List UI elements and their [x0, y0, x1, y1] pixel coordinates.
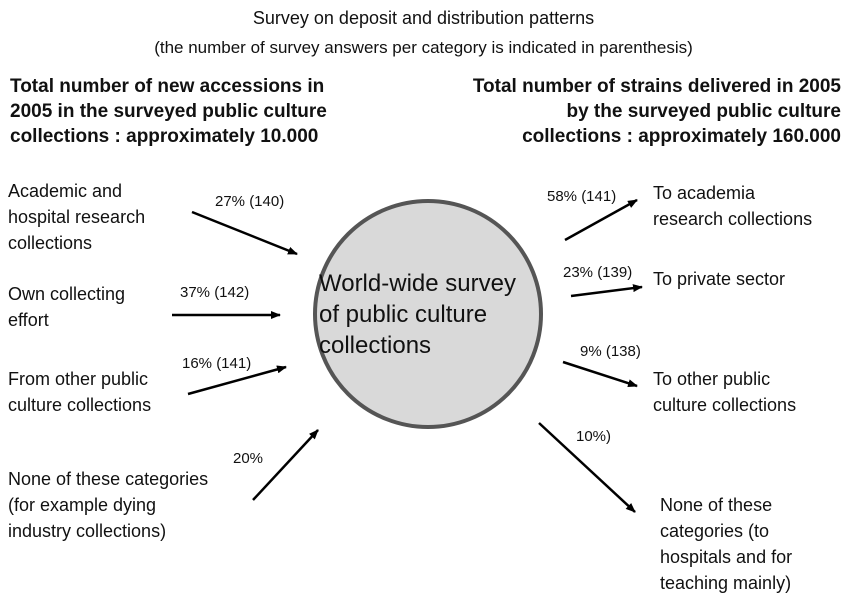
- outflow-label-academia: To academia research collections: [653, 180, 812, 232]
- survey-circle: [313, 199, 543, 429]
- inflow-label-own: Own collecting effort: [8, 281, 125, 333]
- right-heading-line: by the surveyed public culture: [566, 101, 841, 122]
- inflow-value-academic: 27% (140): [215, 193, 285, 210]
- outflow-arrow-academia: [564, 198, 638, 242]
- label-line: To other public: [653, 369, 771, 389]
- outflow-value-academia: 58% (141): [547, 188, 617, 205]
- right-heading-line: collections : approximately 160.000: [522, 126, 841, 147]
- center-label-line: collections: [319, 332, 432, 359]
- inflow-value-own: 37% (142): [180, 284, 250, 301]
- label-line: (for example dying: [8, 495, 157, 515]
- left-heading-line: Total number of new accessions in: [10, 76, 325, 97]
- label-line: teaching mainly): [660, 573, 792, 593]
- inflow-value-public: 16% (141): [182, 355, 252, 372]
- label-line: culture collections: [8, 395, 152, 415]
- inflow-arrow-none: [252, 429, 319, 501]
- center-label-line: of public culture: [319, 301, 488, 328]
- label-line: research collections: [653, 209, 813, 229]
- label-line: To private sector: [653, 269, 786, 289]
- label-line: collections: [8, 233, 93, 253]
- inflow-arrow-public: [187, 365, 287, 396]
- inflow-label-public: From other public culture collections: [8, 366, 151, 418]
- label-line: industry collections): [8, 521, 167, 541]
- left-heading-line: 2005 in the surveyed public culture: [10, 101, 327, 122]
- label-line: culture collections: [653, 395, 797, 415]
- center-label: World-wide survey of public culture coll…: [319, 268, 516, 361]
- label-line: None of these: [660, 495, 773, 515]
- outflow-arrow-none: [538, 422, 636, 513]
- outflow-arrow-public: [562, 360, 638, 388]
- label-line: effort: [8, 310, 49, 330]
- inflow-label-academic: Academic and hospital research collectio…: [8, 178, 145, 256]
- outflow-value-none: 10%): [576, 428, 612, 445]
- outflow-value-public: 9% (138): [580, 343, 641, 360]
- outflow-label-public: To other public culture collections: [653, 366, 796, 418]
- inflow-label-none: None of these categories (for example dy…: [8, 466, 208, 544]
- left-heading-line: collections : approximately 10.000: [10, 126, 319, 147]
- diagram-subtitle: (the number of survey answers per catego…: [154, 38, 693, 57]
- center-label-line: World-wide survey: [319, 270, 516, 297]
- diagram-title: Survey on deposit and distribution patte…: [252, 8, 595, 28]
- label-line: Own collecting: [8, 284, 126, 304]
- outflow-label-none: None of these categories (to hospitals a…: [660, 492, 792, 596]
- label-line: hospitals and for: [660, 547, 793, 567]
- right-heading: Total number of strains delivered in 200…: [473, 74, 841, 149]
- outflow-label-private: To private sector: [653, 266, 785, 292]
- left-heading: Total number of new accessions in 2005 i…: [10, 74, 327, 149]
- label-line: None of these categories: [8, 469, 209, 489]
- label-line: hospital research: [8, 207, 146, 227]
- label-line: Academic and: [8, 181, 123, 201]
- label-line: categories (to: [660, 521, 770, 541]
- inflow-arrow-academic: [191, 210, 298, 256]
- label-line: To academia: [653, 183, 756, 203]
- outflow-arrow-private: [570, 284, 643, 298]
- label-line: From other public: [8, 369, 149, 389]
- inflow-value-none: 20%: [233, 450, 264, 467]
- right-heading-line: Total number of strains delivered in 200…: [472, 76, 841, 97]
- outflow-value-private: 23% (139): [563, 264, 633, 281]
